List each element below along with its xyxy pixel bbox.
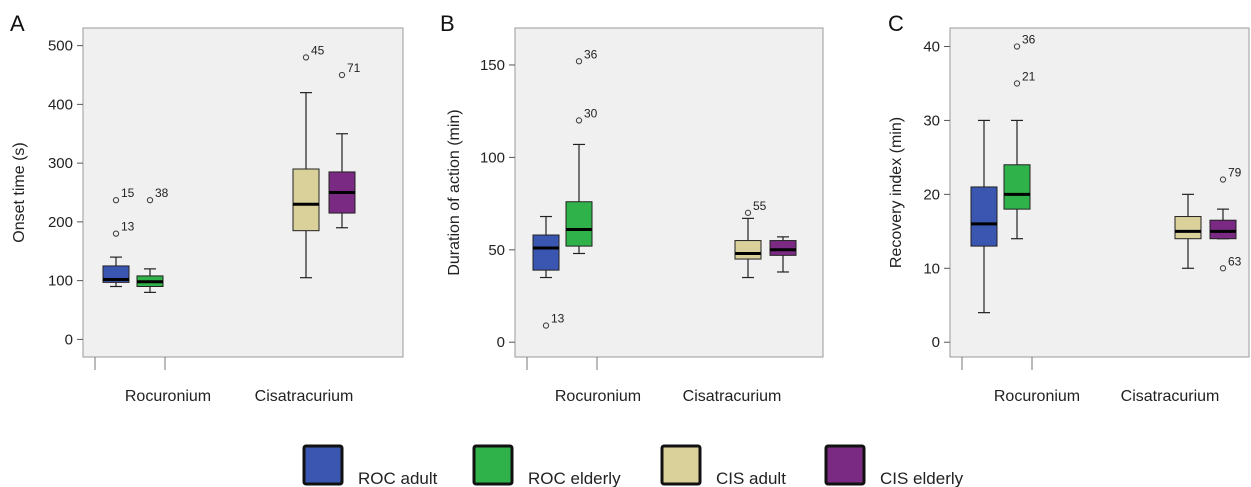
legend-swatch bbox=[824, 444, 866, 486]
outlier-label: 13 bbox=[551, 312, 565, 326]
y-tick-label: 30 bbox=[923, 112, 940, 129]
box-body bbox=[532, 234, 560, 271]
box-body bbox=[734, 240, 762, 260]
outlier-point bbox=[302, 54, 310, 61]
outlier-point bbox=[1219, 176, 1227, 183]
outlier-point bbox=[575, 58, 583, 65]
y-tick-label: 150 bbox=[480, 57, 505, 74]
x-axis: Rocuronium Cisatracurium bbox=[994, 388, 1219, 405]
legend-label: ROC adult bbox=[358, 469, 438, 487]
outlier-label: 38 bbox=[155, 186, 169, 200]
box-body bbox=[1209, 219, 1237, 240]
outlier-point bbox=[1013, 43, 1021, 50]
outlier-point bbox=[744, 209, 752, 216]
legend-item: CIS adult bbox=[660, 444, 786, 487]
x-axis: Rocuronium Cisatracurium bbox=[125, 388, 353, 405]
plot-area bbox=[514, 27, 824, 358]
box-roc-elderly: 36 21 bbox=[1003, 32, 1036, 240]
y-tick-label: 50 bbox=[488, 242, 505, 259]
outlier-point bbox=[1013, 80, 1021, 87]
y-tick-label: 500 bbox=[48, 38, 73, 55]
box-roc-elderly: 38 bbox=[136, 186, 169, 293]
legend-label: CIS elderly bbox=[880, 469, 964, 487]
box-body bbox=[1003, 164, 1031, 210]
box-roc-elderly: 36 30 bbox=[565, 47, 598, 255]
y-tick-label: 40 bbox=[923, 38, 940, 55]
outlier-label: 45 bbox=[311, 43, 325, 57]
panel-a: 0 100 200 300 400 500 Rocuronium Cisatracurium O… bbox=[10, 11, 404, 405]
outlier-point bbox=[338, 71, 346, 79]
outlier-label: 79 bbox=[1228, 166, 1242, 180]
box-roc-adult bbox=[970, 119, 998, 314]
box-body bbox=[565, 201, 593, 247]
outlier-point bbox=[112, 196, 120, 204]
outlier-label: 55 bbox=[753, 199, 767, 213]
outlier-label: 30 bbox=[584, 106, 598, 120]
y-tick-label: 0 bbox=[497, 334, 505, 351]
box-body bbox=[769, 240, 797, 256]
x-axis: Rocuronium Cisatracurium bbox=[555, 388, 781, 405]
panel-letter: C bbox=[888, 11, 904, 36]
legend-label: ROC elderly bbox=[528, 469, 621, 487]
y-axis-title: Onset time (s) bbox=[11, 142, 28, 242]
category-label: Rocuronium bbox=[555, 388, 641, 405]
legend-item: ROC elderly bbox=[472, 444, 621, 487]
outlier-label: 15 bbox=[121, 186, 135, 200]
box-cis-adult bbox=[1174, 193, 1202, 269]
outlier-point bbox=[1219, 265, 1227, 272]
legend-swatch bbox=[302, 444, 344, 486]
category-label: Rocuronium bbox=[994, 388, 1080, 405]
y-tick-label: 100 bbox=[480, 149, 505, 166]
y-axis-title: Recovery index (min) bbox=[888, 117, 905, 268]
box-cis-elderly bbox=[769, 236, 797, 273]
outlier-point bbox=[112, 230, 120, 237]
legend-swatch bbox=[660, 444, 702, 486]
outlier-point bbox=[146, 196, 154, 204]
category-label: Cisatracurium bbox=[1121, 388, 1220, 405]
outlier-label: 63 bbox=[1228, 254, 1242, 268]
outlier-label: 13 bbox=[121, 220, 135, 234]
y-tick-label: 20 bbox=[923, 186, 940, 203]
box-body bbox=[292, 168, 320, 232]
panel-b: 0 50 100 150 Rocuronium Cisatracurium Duration… bbox=[440, 11, 824, 405]
box-cis-elderly: 71 bbox=[328, 61, 361, 229]
panel-letter: B bbox=[440, 11, 455, 36]
y-tick-label: 200 bbox=[48, 214, 73, 231]
y-axis-title: Duration of action (min) bbox=[446, 109, 463, 275]
outlier-label: 71 bbox=[347, 61, 361, 75]
y-tick-label: 10 bbox=[923, 260, 940, 277]
y-tick-label: 300 bbox=[48, 155, 73, 172]
outlier-label: 36 bbox=[1022, 32, 1036, 46]
legend-swatch bbox=[472, 444, 514, 486]
box-body bbox=[970, 186, 998, 247]
y-tick-label: 0 bbox=[65, 331, 73, 348]
category-label: Cisatracurium bbox=[683, 388, 782, 405]
y-tick-label: 100 bbox=[48, 273, 73, 290]
y-tick-label: 0 bbox=[932, 334, 940, 351]
legend-item: ROC adult bbox=[302, 444, 438, 487]
legend: ROC adult ROC elderly CIS adult CIS elderly bbox=[302, 444, 964, 487]
legend-item: CIS elderly bbox=[824, 444, 964, 487]
category-label: Cisatracurium bbox=[255, 388, 354, 405]
plot-area bbox=[949, 27, 1250, 358]
legend-label: CIS adult bbox=[716, 469, 786, 487]
box-cis-adult: 45 bbox=[292, 43, 325, 279]
y-tick-label: 400 bbox=[48, 96, 73, 113]
category-label: Rocuronium bbox=[125, 388, 211, 405]
panel-letter: A bbox=[10, 11, 25, 36]
box-roc-adult: 13 bbox=[532, 215, 565, 329]
box-cis-adult: 55 bbox=[734, 199, 767, 279]
outlier-point bbox=[575, 117, 583, 124]
outlier-label: 36 bbox=[584, 47, 598, 61]
outlier-label: 21 bbox=[1022, 69, 1036, 83]
panel-c: 0 10 20 30 40 Rocuronium Cisatracurium Recovery… bbox=[888, 11, 1250, 405]
box-cis-elderly: 79 63 bbox=[1209, 166, 1242, 272]
outlier-point bbox=[542, 322, 550, 329]
box-body bbox=[1174, 216, 1202, 240]
